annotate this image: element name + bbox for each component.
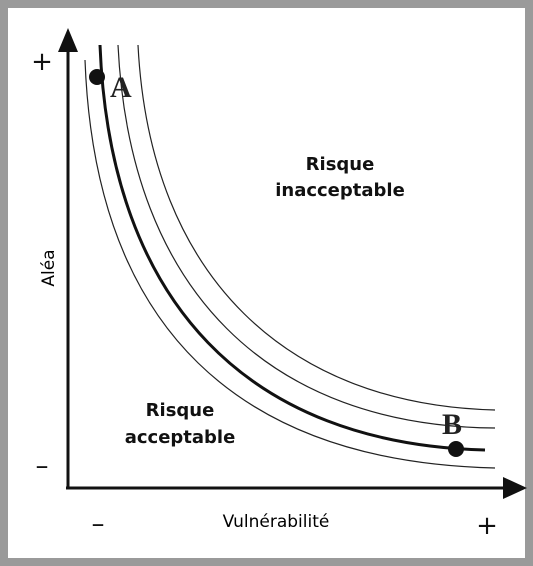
region-label: acceptable [125, 427, 236, 448]
region-label: Risque [306, 154, 375, 175]
point-b [448, 441, 464, 457]
main-curve [98, 44, 486, 452]
bound-curve [137, 44, 496, 411]
x-arrow [503, 477, 527, 499]
point-a [89, 69, 105, 85]
x-min: – [92, 509, 105, 539]
x-max: + [476, 511, 498, 541]
y-label: Aléa [39, 249, 59, 286]
point-label: B [442, 408, 462, 441]
y-min: – [36, 451, 49, 481]
region-label: inacceptable [275, 180, 405, 201]
x-label: Vulnérabilité [223, 512, 330, 532]
point-label: A [110, 71, 132, 104]
y-arrow [58, 28, 78, 52]
y-max: + [31, 47, 53, 77]
bound-curve [84, 59, 496, 469]
region-label: Risque [146, 400, 215, 421]
bound-curve [117, 44, 496, 429]
